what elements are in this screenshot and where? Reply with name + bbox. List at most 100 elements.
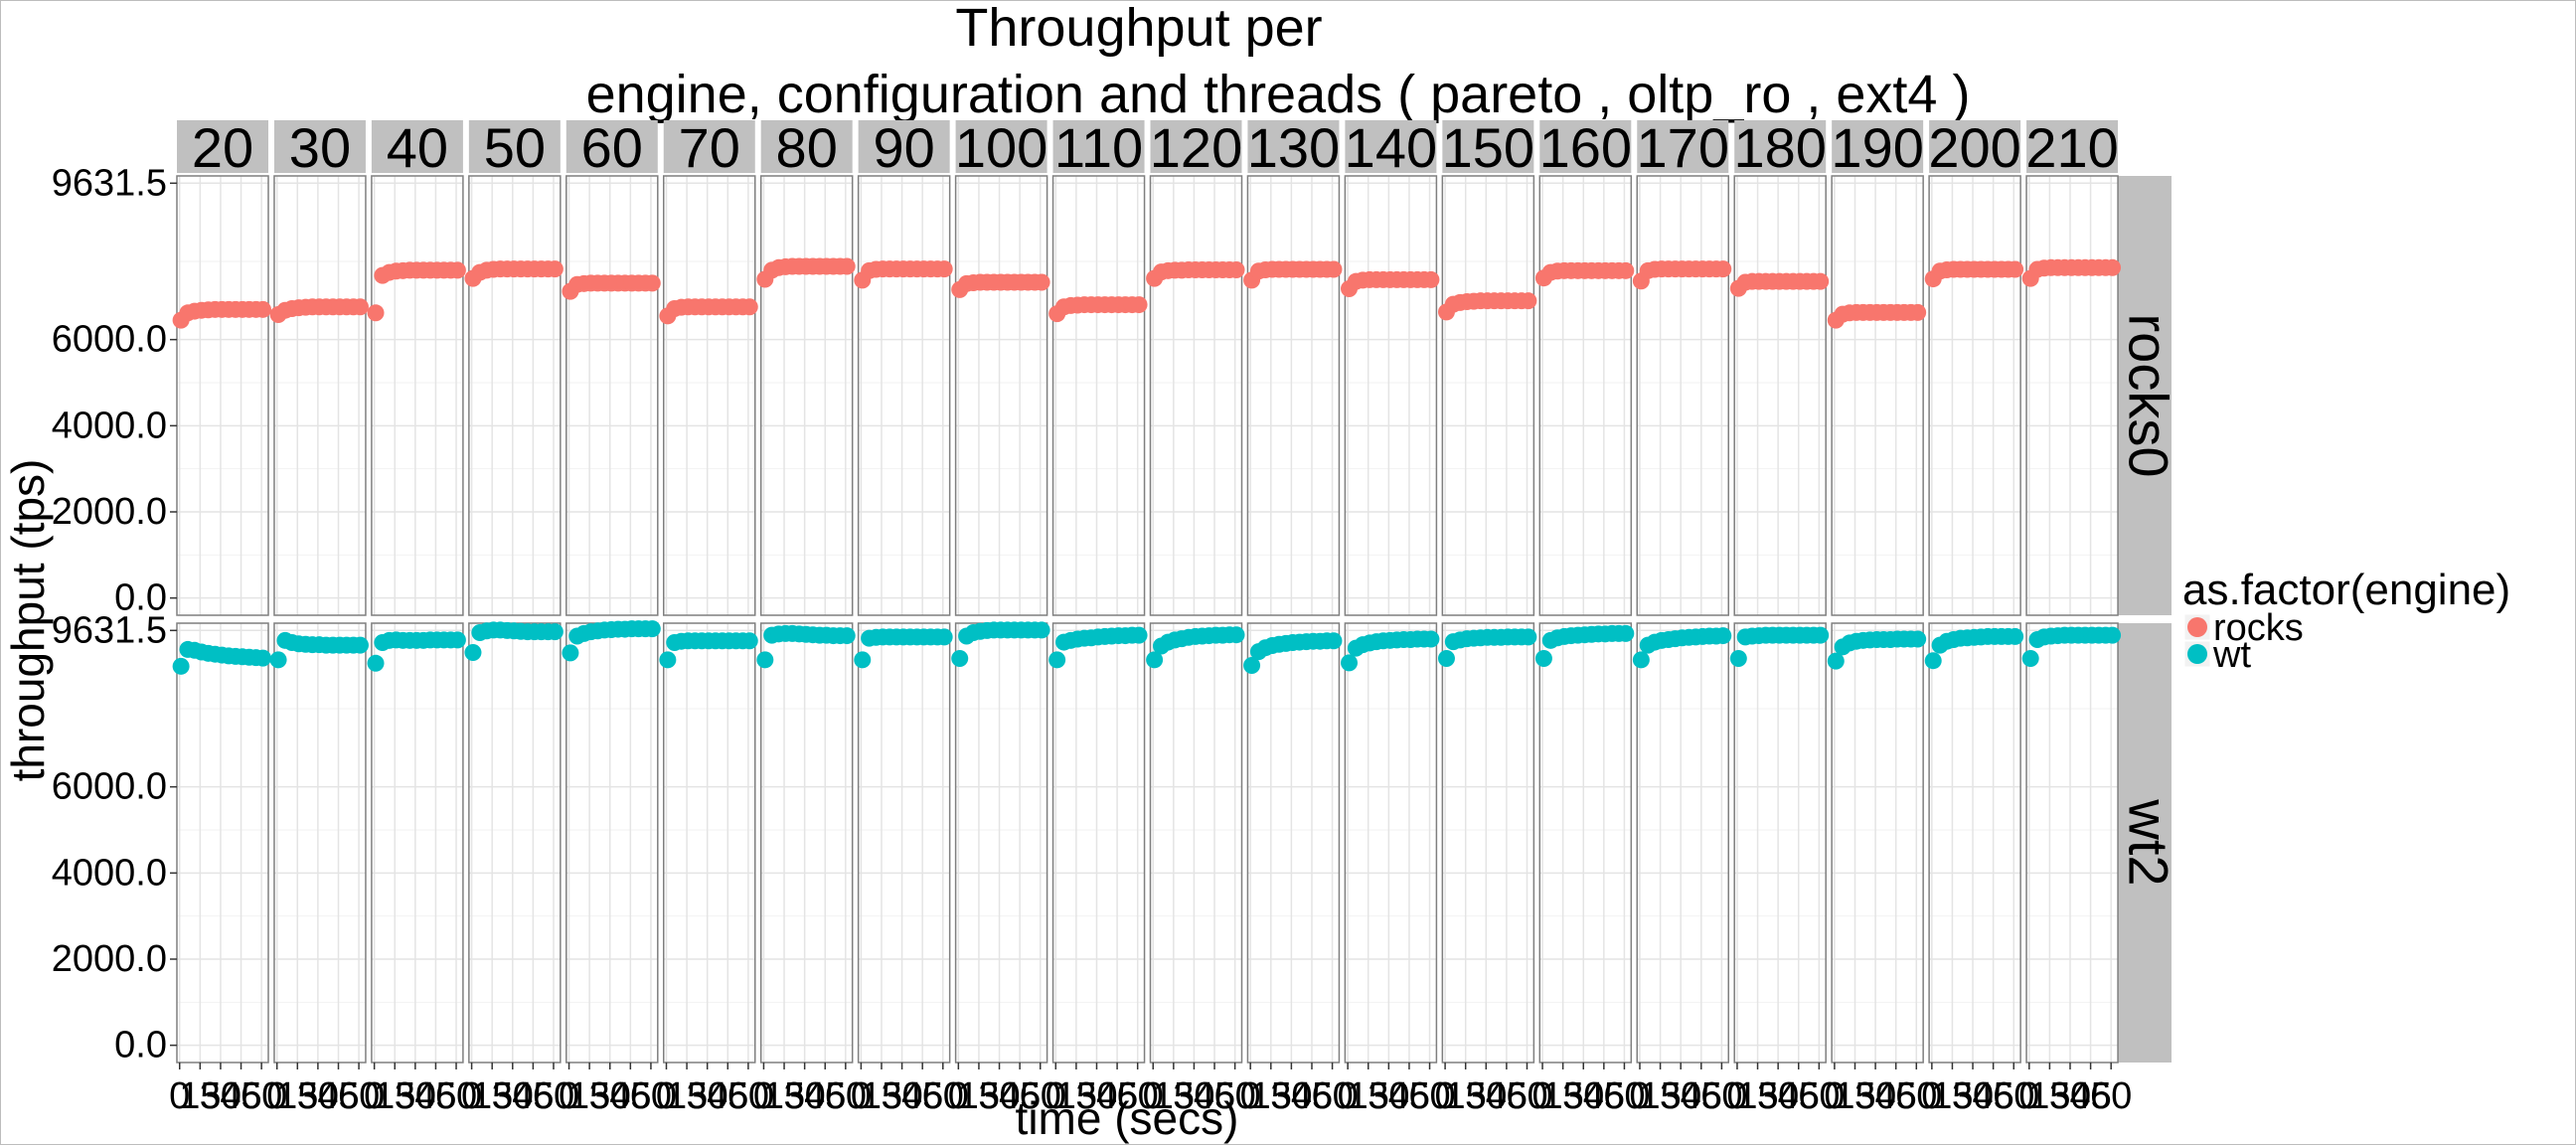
x-tick-label: 45 (1194, 1075, 1235, 1117)
x-tick-label: 0 (1143, 1075, 1164, 1117)
x-tick-label: 0 (948, 1075, 969, 1117)
x-tick-label: 60 (1408, 1075, 1450, 1117)
x-tick-label: 15 (958, 1075, 1000, 1117)
panel-background (1052, 623, 1145, 1063)
facet-strip-label: 190 (1831, 116, 1923, 179)
x-tick-label: 45 (414, 1075, 456, 1117)
panel-border (1831, 175, 1924, 616)
panel-border (663, 175, 756, 616)
x-tick-label: 60 (1798, 1075, 1840, 1117)
panel-border (759, 622, 854, 1063)
panel-background (1929, 623, 2021, 1063)
x-tick-label: 45 (609, 1075, 651, 1117)
x-tick-label: 60 (338, 1075, 380, 1117)
x-tick-label: 15 (1542, 1075, 1584, 1117)
panel-background (468, 623, 561, 1063)
data-point-rocks (1422, 270, 1440, 288)
x-tick-label: 60 (825, 1075, 867, 1117)
facet-strip-210 (2026, 120, 2119, 173)
facet-strip-170 (1637, 120, 1729, 173)
y-axis-label: throughput (tps) (2, 459, 54, 782)
panel-border (857, 175, 951, 616)
facet-strip-label: 30 (289, 116, 351, 179)
x-tick-label: 60 (1020, 1075, 1061, 1117)
x-tick-label: 0 (1240, 1075, 1261, 1117)
panel-background (1345, 176, 1437, 615)
x-tick-label: 0 (851, 1075, 872, 1117)
panel-background (1247, 623, 1340, 1063)
facet-strip-label: 180 (1733, 116, 1826, 179)
panel-background (760, 623, 853, 1063)
panel-background (1247, 176, 1340, 615)
x-tick-label: 30 (1952, 1075, 1994, 1117)
data-point-wt (1909, 630, 1927, 648)
facet-strip-110 (1052, 120, 1145, 173)
facet-strip-140 (1345, 120, 1437, 173)
panel-border (759, 175, 854, 616)
y-tick-label: 2000.0 (52, 938, 167, 980)
x-tick-label: 60 (241, 1075, 282, 1117)
data-point-rocks (838, 257, 856, 275)
x-tick-label: 15 (1348, 1075, 1389, 1117)
x-tick-label: 45 (804, 1075, 846, 1117)
x-tick-label: 15 (471, 1075, 513, 1117)
panel-background (663, 623, 755, 1063)
panel-background (273, 176, 366, 615)
panel-border (954, 175, 1048, 616)
x-tick-label: 15 (568, 1075, 610, 1117)
data-point-wt (659, 651, 677, 669)
panel-border (1733, 175, 1827, 616)
x-tick-label: 60 (630, 1075, 672, 1117)
legend-label-rocks: rocks (2213, 607, 2304, 649)
panel-border (1441, 622, 1535, 1063)
x-tick-label: 15 (276, 1075, 318, 1117)
y-tick-label: 9631.5 (52, 609, 167, 651)
data-point-wt (1437, 650, 1455, 668)
x-tick-label: 30 (1270, 1075, 1312, 1117)
x-tick-label: 45 (707, 1075, 748, 1117)
x-tick-label: 45 (220, 1075, 261, 1117)
x-tick-label: 0 (1824, 1075, 1845, 1117)
facet-strip-label: 130 (1247, 116, 1340, 179)
facet-strip-label: 70 (679, 116, 740, 179)
data-point-rocks (740, 298, 758, 316)
data-point-wt (1130, 626, 1148, 644)
data-point-wt (546, 623, 564, 641)
x-tick-label: 15 (1153, 1075, 1195, 1117)
legend-marker-rocks (2187, 617, 2207, 637)
panels-layer: 20 30 40 50 60 70 80 90 100 110 120 130 140 150 160 170… (52, 116, 2180, 1117)
x-tick-label: 30 (200, 1075, 242, 1117)
x-tick-label: 30 (1075, 1075, 1117, 1117)
panel-border (371, 175, 464, 616)
data-point-wt (464, 643, 482, 661)
x-tick-label: 60 (1700, 1075, 1742, 1117)
x-tick-label: 15 (666, 1075, 708, 1117)
panel-border (1928, 622, 2021, 1063)
data-point-rocks (1714, 260, 1732, 278)
x-tick-label: 45 (1972, 1075, 2013, 1117)
x-tick-label: 0 (559, 1075, 579, 1117)
x-tick-label: 15 (1445, 1075, 1487, 1117)
data-point-wt (2021, 650, 2039, 668)
data-point-wt (269, 651, 287, 669)
x-tick-label: 45 (1096, 1075, 1138, 1117)
y-tick-label: 9631.5 (52, 162, 167, 204)
facet-strip-90 (858, 120, 950, 173)
x-tick-label: 15 (1736, 1075, 1778, 1117)
data-point-wt (951, 650, 969, 668)
x-axis-label: time (secs) (1016, 1092, 1239, 1144)
x-tick-label: 45 (999, 1075, 1041, 1117)
facet-strip-label: 210 (2025, 116, 2118, 179)
data-point-wt (562, 644, 579, 662)
data-point-wt (1729, 650, 1747, 668)
x-tick-label: 15 (2028, 1075, 2070, 1117)
panel-background (858, 623, 950, 1063)
x-tick-label: 60 (1311, 1075, 1353, 1117)
x-tick-label: 0 (1046, 1075, 1066, 1117)
panel-border (1928, 175, 2021, 616)
facet-strip-50 (468, 120, 561, 173)
x-tick-label: 60 (1993, 1075, 2034, 1117)
x-tick-label: 0 (169, 1075, 190, 1117)
x-tick-label: 30 (1757, 1075, 1799, 1117)
data-point-rocks (546, 260, 564, 278)
